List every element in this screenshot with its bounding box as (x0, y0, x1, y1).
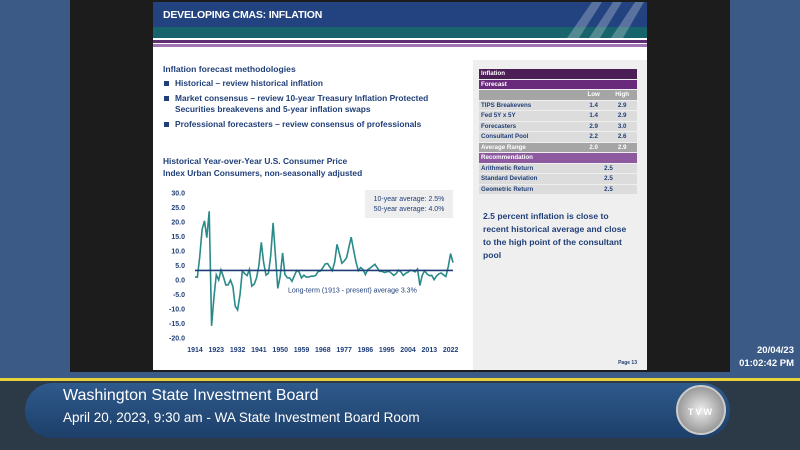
legend-text: 10-year average: 2.5% (374, 196, 445, 203)
x-tick-label: 1995 (379, 347, 395, 354)
row-label: Geometric Return (479, 184, 580, 194)
average-label: Average Range (479, 142, 580, 152)
date: 20/04/23 (757, 345, 794, 356)
table-row: Consultant Pool 2.2 2.6 (479, 132, 637, 142)
row-value: 2.5 (579, 184, 637, 194)
broadcast-subtitle: April 20, 2023, 9:30 am - WA State Inves… (63, 410, 420, 425)
average-label: Long-term (1913 - present) average 3.3% (288, 287, 417, 294)
row-high: 2.9 (607, 100, 637, 110)
recommendation-note: 2.5 percent inflation is close to recent… (483, 211, 627, 260)
recommendation-row: Standard Deviation 2.5 (479, 174, 637, 184)
row-label: Forecasters (479, 121, 580, 131)
recommendation-row: Arithmetic Return 2.5 (479, 163, 637, 173)
table-row: TIPS Breakevens 1.4 2.9 (479, 100, 637, 110)
y-tick-label: 0.0 (175, 278, 185, 285)
y-tick-label: 25.0 (171, 205, 185, 212)
recommendation-label: Recommendation (479, 153, 637, 163)
y-tick-label: -5.0 (173, 292, 185, 299)
average-low: 2.0 (579, 142, 608, 152)
x-tick-label: 1986 (358, 347, 374, 354)
row-label: TIPS Breakevens (479, 100, 580, 110)
y-tick-label: -10.0 (169, 307, 185, 314)
slide-header: DEVELOPING CMAS: INFLATION (153, 2, 647, 27)
chart-title: Historical Year-over-Year U.S. Consumer … (163, 156, 363, 178)
x-tick-label: 1977 (336, 347, 352, 354)
legend-text: 50-year average: 4.0% (374, 206, 445, 213)
y-tick-label: 10.0 (171, 249, 185, 256)
x-tick-label: 1914 (187, 347, 203, 354)
divider (153, 38, 647, 40)
table-row: Fed 5Y x 5Y 1.4 2.9 (479, 111, 637, 121)
methodologies-section: Inflation forecast methodologies Histori… (163, 64, 483, 134)
cpi-series-line (195, 211, 454, 326)
bullet-professional: Professional forecasters – review consen… (164, 119, 483, 130)
x-tick-label: 1968 (315, 347, 331, 354)
page-number: Page 13 (618, 360, 637, 366)
legend-box (365, 190, 453, 218)
row-high: 2.6 (607, 132, 637, 142)
row-high: 3.0 (607, 121, 637, 131)
col-high: High (607, 90, 637, 100)
x-tick-label: 1941 (251, 347, 267, 354)
y-tick-label: 20.0 (171, 220, 185, 227)
slide-title: DEVELOPING CMAS: INFLATION (163, 9, 323, 21)
table-row: Forecasters 2.9 3.0 (479, 121, 637, 131)
inflation-panel: Inflation Forecast Low High TIPS Breakeve… (473, 60, 647, 370)
y-tick-label: 15.0 (171, 234, 185, 241)
y-tick-label: 5.0 (175, 263, 185, 270)
row-label: Consultant Pool (479, 132, 580, 142)
time: 01:02:42 PM (739, 358, 794, 369)
recommendation-row: Geometric Return 2.5 (479, 184, 637, 194)
presentation-slide: DEVELOPING CMAS: INFLATION Inflation for… (153, 2, 647, 370)
y-tick-label: -15.0 (169, 321, 185, 328)
yellow-divider (0, 378, 800, 381)
row-low: 2.9 (579, 121, 608, 131)
tvw-logo: TVW (676, 385, 726, 435)
methodologies-heading: Inflation forecast methodologies (163, 64, 296, 74)
x-tick-label: 1959 (294, 347, 310, 354)
y-tick-label: -20.0 (169, 336, 185, 343)
average-high: 2.9 (607, 142, 637, 152)
row-value: 2.5 (579, 174, 637, 184)
inflation-table: Inflation Forecast Low High TIPS Breakeve… (479, 68, 637, 195)
row-low: 1.4 (579, 100, 608, 110)
x-tick-label: 1932 (230, 347, 246, 354)
lower-third-banner (25, 383, 730, 438)
cpi-chart: 30.0 25.0 20.0 15.0 10.0 5.0 0.0 -5.0 -10.0 -15.0… (169, 190, 459, 354)
row-value: 2.5 (579, 163, 637, 173)
row-high: 2.9 (607, 111, 637, 121)
bullet-market: Market consensus – review 10-year Treasu… (164, 93, 455, 115)
sib-logo-icon (567, 2, 644, 38)
x-tick-label: 1950 (272, 347, 288, 354)
header-teal-band (153, 27, 647, 38)
row-label: Standard Deviation (479, 174, 580, 184)
divider (153, 44, 647, 47)
x-tick-label: 1923 (209, 347, 225, 354)
row-label: Fed 5Y x 5Y (479, 111, 580, 121)
row-low: 1.4 (579, 111, 608, 121)
row-label: Arithmetic Return (479, 163, 580, 173)
x-tick-label: 2013 (422, 347, 438, 354)
row-low: 2.2 (579, 132, 608, 142)
col-low: Low (579, 90, 608, 100)
table-header: Inflation (479, 69, 637, 79)
broadcast-title: Washington State Investment Board (63, 387, 319, 404)
bullet-historical: Historical – review historical inflation (164, 78, 483, 89)
x-tick-label: 2004 (400, 347, 416, 354)
divider (153, 40, 647, 43)
timestamp: 20/04/23 01:02:42 PM (739, 344, 794, 370)
y-tick-label: 30.0 (171, 191, 185, 198)
x-tick-label: 2022 (443, 347, 459, 354)
forecast-label: Forecast (479, 79, 637, 89)
